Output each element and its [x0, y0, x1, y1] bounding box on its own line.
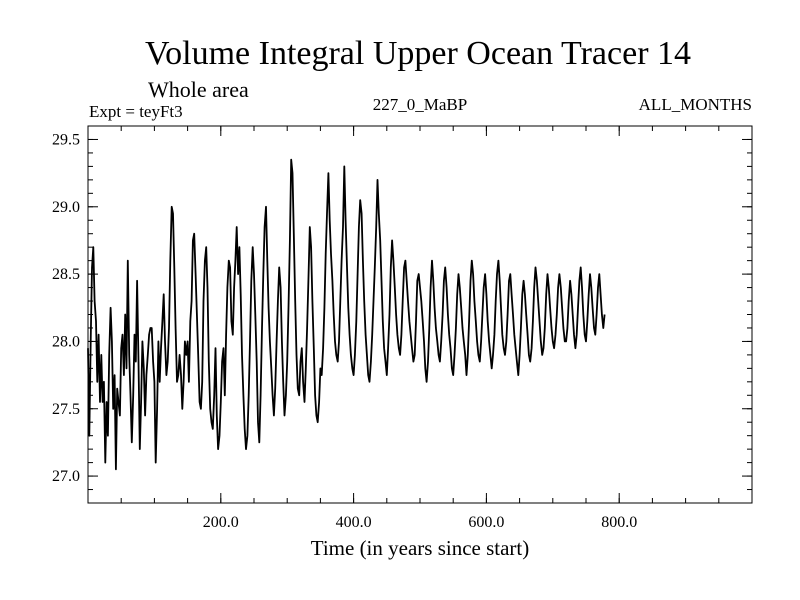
y-tick-label: 27.5 [52, 401, 80, 418]
y-tick-label: 29.0 [52, 199, 80, 216]
plot-area: 200.0 400.0 600.0 800.0 27.0 27.5 28.0 28.5 29.0… [52, 125, 753, 531]
y-tick-label: 29.5 [52, 131, 80, 148]
plot-frame [87, 125, 753, 504]
tick-labels: 200.0 400.0 600.0 800.0 27.0 27.5 28.0 28.5 29.0… [52, 131, 637, 531]
y-tick-label: 28.0 [52, 333, 80, 350]
x-tick-label: 800.0 [601, 514, 637, 531]
expt-label: Expt = teyFt3 [89, 102, 183, 121]
x-tick-label: 400.0 [336, 514, 372, 531]
chart-title: Volume Integral Upper Ocean Tracer 14 [145, 35, 691, 72]
y-tick-label: 28.5 [52, 266, 80, 283]
y-tick-label: 27.0 [52, 468, 80, 485]
period-label: ALL_MONTHS [639, 95, 752, 114]
x-tick-label: 200.0 [203, 514, 239, 531]
series-line [87, 158, 606, 471]
x-tick-label: 600.0 [468, 514, 504, 531]
axis-ticks [88, 125, 752, 504]
chart-subtitle: Whole area [148, 77, 249, 102]
x-axis-label: Time (in years since start) [311, 536, 530, 560]
run-label: 227_0_MaBP [373, 95, 467, 114]
